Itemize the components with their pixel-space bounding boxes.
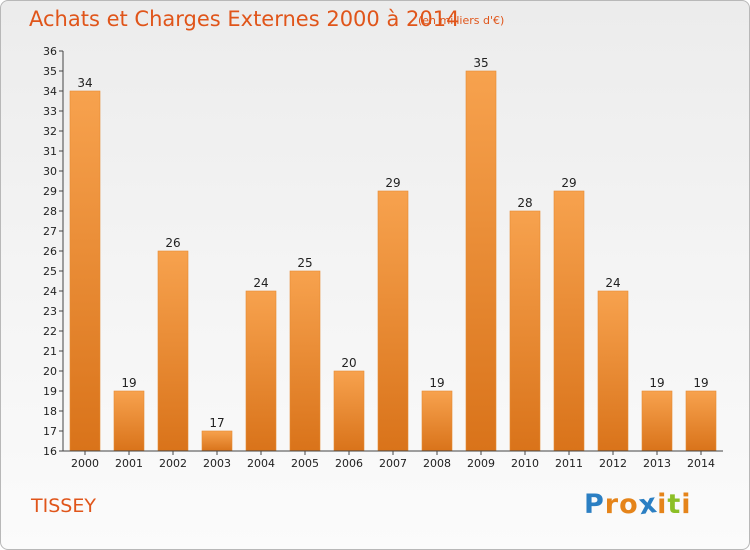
value-label-2007: 29 [385, 176, 400, 190]
bar-2008 [421, 390, 453, 452]
value-label-2013: 19 [649, 376, 664, 390]
bar-2014 [685, 390, 717, 452]
value-label-2008: 19 [429, 376, 444, 390]
logo-letter: o [619, 489, 639, 520]
y-axis: 16 17 18 19 20 21 22 23 24 25 26 27 28 29 30 31 32 33 34 35… [43, 45, 64, 458]
x-tick-label-2012: 2012 [599, 457, 627, 470]
y-tick-label: 26 [43, 245, 57, 258]
bar-2006 [333, 370, 365, 452]
y-tick-label: 35 [43, 65, 57, 78]
bar-2011 [553, 190, 585, 452]
x-tick-label-2011: 2011 [555, 457, 583, 470]
bar-2013 [641, 390, 673, 452]
y-tick-label: 18 [43, 405, 57, 418]
y-tick-label: 20 [43, 365, 57, 378]
x-tick-label-2013: 2013 [643, 457, 671, 470]
bar-2001 [113, 390, 145, 452]
proxiti-logo[interactable]: Proxiti [584, 487, 692, 522]
y-tick-label: 28 [43, 205, 57, 218]
bar-2002 [157, 250, 189, 452]
logo-letter: r [604, 489, 620, 520]
y-tick-label: 24 [43, 285, 57, 298]
y-tick-label: 17 [43, 425, 57, 438]
logo-letter: P [584, 489, 605, 520]
y-tick-label: 25 [43, 265, 57, 278]
y-tick-label: 22 [43, 325, 57, 338]
logo-letter: i [657, 489, 668, 520]
bar-2010 [509, 210, 541, 452]
x-tick-label-2006: 2006 [335, 457, 363, 470]
x-tick-label-2010: 2010 [511, 457, 539, 470]
value-label-2004: 24 [253, 276, 268, 290]
bar-2003 [201, 430, 233, 452]
value-label-2002: 26 [165, 236, 180, 250]
y-tick-label: 32 [43, 125, 57, 138]
value-label-2005: 25 [297, 256, 312, 270]
x-tick-label-2007: 2007 [379, 457, 407, 470]
bar-2009 [465, 70, 497, 452]
x-tick-label-2008: 2008 [423, 457, 451, 470]
y-tick-label: 30 [43, 165, 57, 178]
value-label-2006: 20 [341, 356, 356, 370]
y-tick-label: 29 [43, 185, 57, 198]
x-tick-label-2009: 2009 [467, 457, 495, 470]
x-tick-label-2005: 2005 [291, 457, 319, 470]
bar-2007 [377, 190, 409, 452]
bar-2000 [69, 90, 101, 452]
bars: 34 19 26 17 24 25 20 29 19 35 28 29 24 19 19 [69, 56, 717, 452]
chart-title: Achats et Charges Externes 2000 à 2014 [29, 7, 460, 31]
value-label-2000: 34 [77, 76, 92, 90]
value-label-2011: 29 [561, 176, 576, 190]
logo-letter: i [681, 489, 692, 520]
x-axis: 2000 2001 2002 2003 2004 2005 2006 2007 2008 2009… [63, 450, 723, 470]
value-label-2012: 24 [605, 276, 620, 290]
y-tick-label: 33 [43, 105, 57, 118]
value-label-2003: 17 [209, 416, 224, 430]
y-tick-label: 19 [43, 385, 57, 398]
y-tick-label: 16 [43, 445, 57, 458]
value-label-2010: 28 [517, 196, 532, 210]
bar-2005 [289, 270, 321, 452]
logo-letter: t [667, 489, 682, 520]
chart-subtitle: (en milliers d'€) [418, 14, 505, 27]
x-tick-label-2014: 2014 [687, 457, 715, 470]
value-label-2014: 19 [693, 376, 708, 390]
y-tick-label: 34 [43, 85, 57, 98]
y-tick-label: 36 [43, 45, 57, 58]
y-tick-label: 31 [43, 145, 57, 158]
x-tick-label-2003: 2003 [203, 457, 231, 470]
y-tick-label: 23 [43, 305, 57, 318]
value-label-2001: 19 [121, 376, 136, 390]
y-tick-label: 27 [43, 225, 57, 238]
bar-2012 [597, 290, 629, 452]
bar-2004 [245, 290, 277, 452]
town-name: TISSEY [31, 495, 96, 517]
x-tick-label-2002: 2002 [159, 457, 187, 470]
logo-letter: x [636, 487, 660, 522]
value-label-2009: 35 [473, 56, 488, 70]
x-tick-label-2001: 2001 [115, 457, 143, 470]
x-tick-label-2004: 2004 [247, 457, 275, 470]
x-tick-label-2000: 2000 [71, 457, 99, 470]
y-tick-label: 21 [43, 345, 57, 358]
